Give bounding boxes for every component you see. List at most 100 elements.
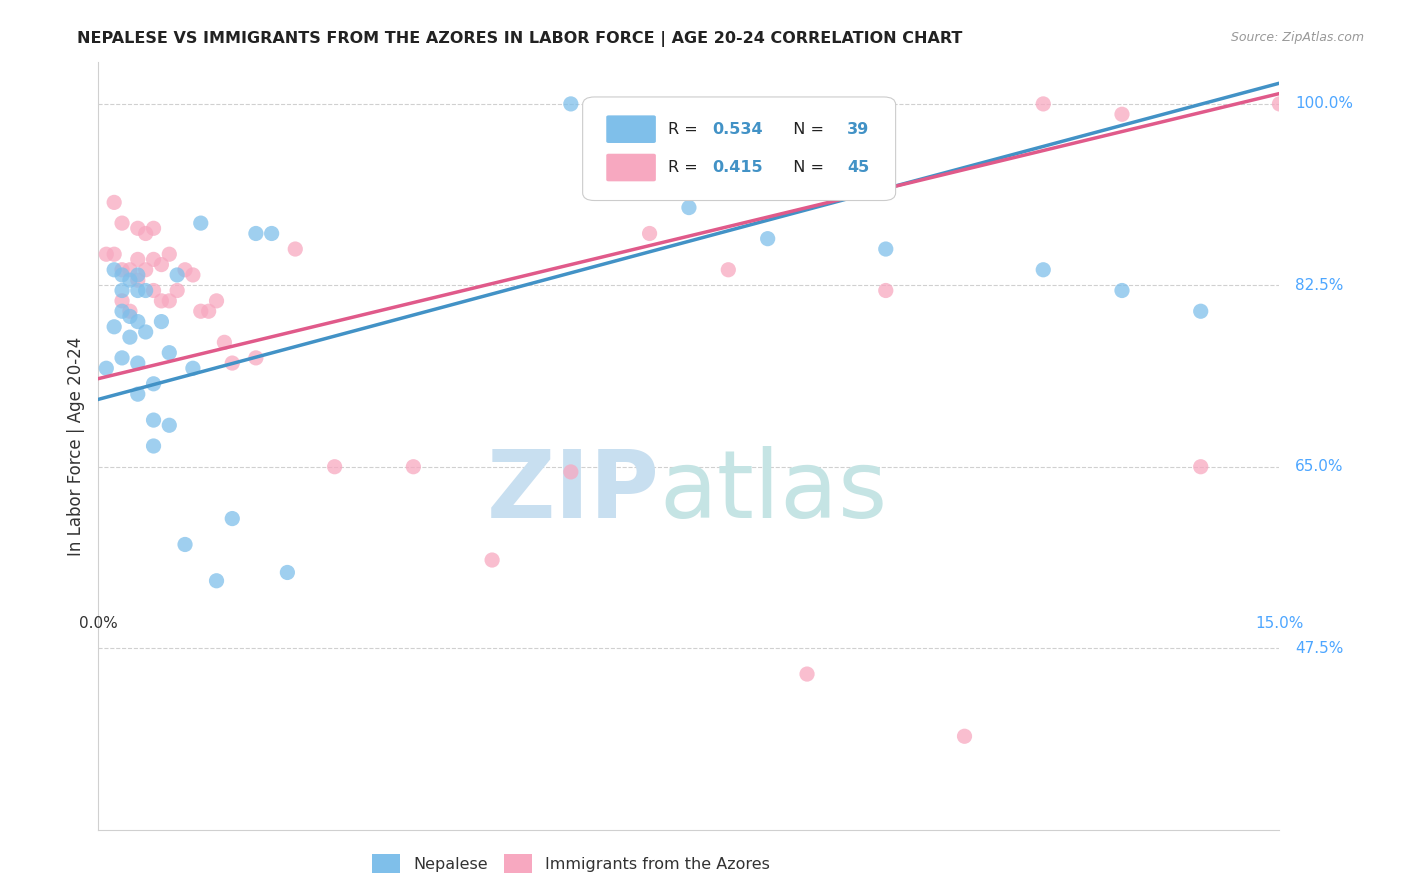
Point [118,262,141,277]
Point [190,304,212,318]
Text: 15.0%: 15.0% [1256,616,1303,632]
Point [127,315,149,329]
Point [875,242,897,256]
Text: 65.0%: 65.0% [1295,459,1343,475]
Text: 0.0%: 0.0% [79,616,118,632]
Point [174,262,197,277]
Point [142,376,165,391]
Point [111,284,134,298]
Point [142,252,165,267]
Point [142,221,165,235]
Point [111,268,134,282]
Point [118,310,141,324]
FancyBboxPatch shape [606,115,655,143]
Text: 0.415: 0.415 [713,160,763,175]
Point [284,242,307,256]
Point [103,195,125,210]
Point [323,459,346,474]
Point [245,227,267,241]
Point [481,553,503,567]
Point [214,335,236,350]
Point [560,96,582,111]
Point [96,361,118,376]
Point [111,293,134,308]
Text: atlas: atlas [659,446,887,538]
Point [118,304,141,318]
Point [135,227,157,241]
Point [402,459,425,474]
Point [875,284,897,298]
FancyBboxPatch shape [606,153,655,181]
Point [1189,459,1212,474]
Point [1347,128,1369,142]
Point [142,413,165,427]
Point [181,361,204,376]
FancyBboxPatch shape [582,97,896,201]
Point [118,330,141,344]
Point [111,262,134,277]
Point [953,729,976,743]
Point [111,216,134,230]
Point [221,511,243,525]
Point [157,418,180,433]
Point [796,667,818,681]
Point [96,247,118,261]
Point [157,293,180,308]
Point [1032,262,1054,277]
Point [166,268,188,282]
Point [103,247,125,261]
Point [717,262,740,277]
Point [111,304,134,318]
Point [205,293,228,308]
Point [276,566,298,580]
Text: 47.5%: 47.5% [1295,640,1343,656]
Point [638,227,661,241]
Text: 82.5%: 82.5% [1295,277,1343,293]
Point [127,356,149,370]
Point [1111,284,1133,298]
Text: R =: R = [668,121,703,136]
Point [190,216,212,230]
Point [142,439,165,453]
Point [756,232,779,246]
Point [678,201,700,215]
Text: 100.0%: 100.0% [1295,96,1353,112]
Point [181,268,204,282]
Text: 45: 45 [848,160,869,175]
Point [103,262,125,277]
Point [150,293,173,308]
Text: ZIP: ZIP [486,446,659,538]
Point [560,465,582,479]
Point [197,304,219,318]
Point [245,351,267,365]
Point [118,273,141,287]
Point [260,227,283,241]
Point [103,319,125,334]
Point [127,273,149,287]
Point [205,574,228,588]
Point [221,356,243,370]
Text: 39: 39 [848,121,869,136]
Point [127,221,149,235]
Point [150,315,173,329]
Point [142,284,165,298]
Text: Source: ZipAtlas.com: Source: ZipAtlas.com [1230,31,1364,45]
Point [111,351,134,365]
Point [127,284,149,298]
Point [157,345,180,359]
Text: 0.534: 0.534 [713,121,763,136]
Text: N =: N = [783,121,830,136]
Point [127,387,149,401]
Legend: Nepalese, Immigrants from the Azores: Nepalese, Immigrants from the Azores [366,848,776,880]
Point [135,262,157,277]
Text: R =: R = [668,160,703,175]
Point [157,247,180,261]
Point [174,537,197,551]
Point [1111,107,1133,121]
Point [1032,96,1054,111]
Point [150,258,173,272]
Point [1308,112,1330,127]
Point [127,252,149,267]
Point [166,284,188,298]
Text: N =: N = [783,160,830,175]
